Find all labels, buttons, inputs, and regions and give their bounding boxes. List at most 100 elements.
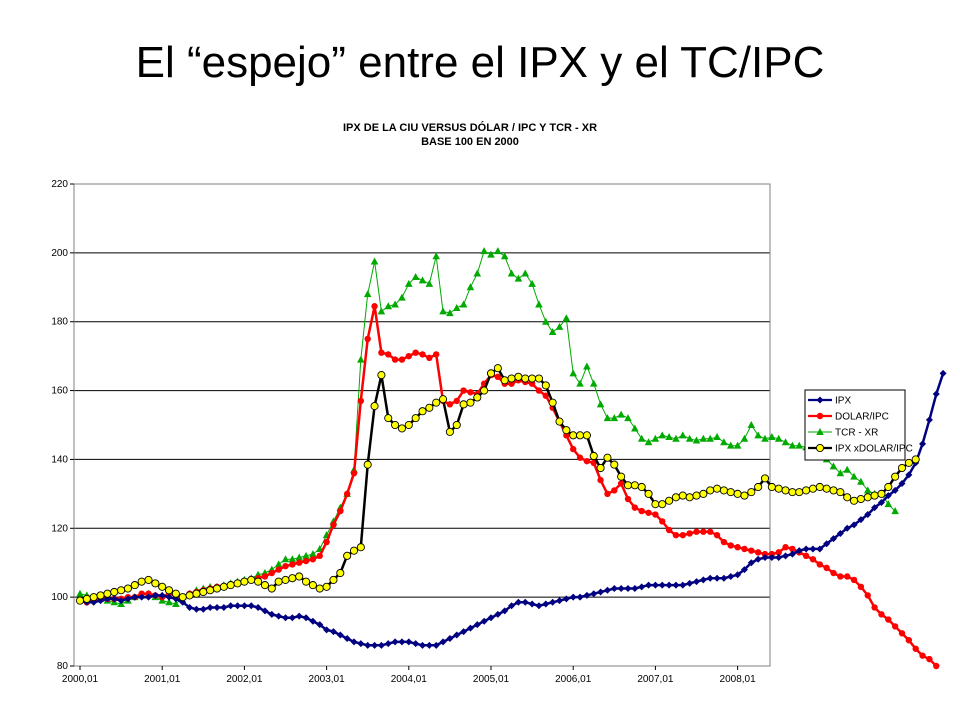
- data-point: [576, 379, 584, 387]
- data-point: [569, 593, 577, 601]
- y-tick-label: 120: [51, 523, 68, 534]
- data-point: [356, 543, 365, 552]
- data-point: [837, 573, 844, 580]
- data-point: [707, 528, 714, 535]
- data-point: [494, 247, 502, 255]
- x-axis: 2000,01 2001,01 2002,01 2003,01 2004,01 2005,…: [62, 666, 756, 685]
- data-point: [363, 290, 372, 298]
- data-point: [610, 460, 619, 469]
- data-point: [480, 617, 488, 625]
- data-point: [692, 491, 701, 500]
- x-tick-label: 2008,01: [720, 674, 757, 685]
- data-point: [316, 621, 324, 629]
- data-point: [500, 252, 509, 260]
- data-point: [240, 602, 248, 610]
- data-point: [891, 486, 899, 494]
- data-point: [658, 581, 666, 589]
- data-point: [405, 638, 413, 646]
- data-point: [329, 575, 338, 584]
- data-point: [370, 257, 379, 265]
- data-point: [843, 524, 851, 532]
- data-point: [713, 484, 722, 493]
- data-point: [652, 511, 659, 518]
- data-point: [933, 662, 940, 670]
- data-point: [583, 457, 591, 465]
- data-point: [596, 400, 605, 408]
- data-point: [611, 487, 618, 494]
- data-point: [926, 655, 933, 663]
- data-point: [219, 582, 228, 591]
- series-group: [75, 247, 947, 670]
- data-point: [192, 605, 200, 613]
- data-point: [788, 488, 797, 497]
- data-point: [617, 585, 625, 593]
- x-tick-label: 2005,01: [473, 674, 510, 685]
- data-point: [288, 574, 297, 583]
- data-point: [158, 591, 166, 599]
- data-point: [487, 250, 495, 258]
- data-point: [850, 521, 858, 529]
- data-point: [281, 555, 290, 563]
- data-point: [199, 605, 207, 613]
- data-point: [864, 511, 872, 519]
- data-point: [638, 583, 646, 591]
- data-point: [644, 438, 653, 446]
- data-point: [76, 589, 84, 597]
- data-point: [760, 474, 770, 483]
- x-tick-label: 2000,01: [62, 674, 99, 685]
- chart-title: IPX DE LA CIU VERSUS DÓLAR / IPC Y TCR -…: [343, 121, 597, 134]
- data-point: [460, 628, 468, 636]
- data-point: [473, 621, 481, 629]
- data-point: [891, 507, 899, 515]
- legend-label: DOLAR/IPC: [835, 412, 889, 423]
- data-point: [514, 598, 522, 606]
- data-point: [699, 576, 707, 584]
- data-point: [411, 272, 420, 280]
- data-point: [466, 624, 474, 632]
- data-point: [260, 581, 270, 590]
- data-point: [343, 551, 352, 560]
- y-tick-label: 100: [51, 592, 68, 603]
- data-point: [740, 434, 749, 442]
- data-point: [323, 626, 331, 634]
- data-point: [734, 571, 742, 579]
- data-point: [357, 355, 365, 363]
- y-axis: 80 100 120 140 160 180 200 220: [51, 179, 74, 672]
- data-point: [397, 424, 407, 433]
- data-point: [754, 482, 763, 492]
- data-point: [829, 486, 838, 495]
- data-point: [192, 589, 201, 598]
- data-point: [856, 494, 865, 504]
- legend-marker: [816, 428, 824, 435]
- data-point: [350, 638, 358, 646]
- data-point: [363, 460, 372, 469]
- data-point: [871, 604, 878, 611]
- data-point: [309, 617, 317, 625]
- data-point: [925, 416, 933, 424]
- data-point: [137, 577, 146, 586]
- data-point: [576, 593, 584, 601]
- data-point: [679, 531, 686, 539]
- data-point: [904, 458, 913, 467]
- data-point: [282, 614, 289, 622]
- data-point: [178, 593, 187, 602]
- y-tick-label: 160: [51, 386, 68, 397]
- data-point: [220, 603, 228, 611]
- data-point: [672, 531, 680, 539]
- data-point: [713, 574, 721, 582]
- data-point: [850, 472, 858, 480]
- data-point: [521, 598, 529, 606]
- data-point: [268, 569, 275, 577]
- x-tick-label: 2004,01: [391, 674, 428, 685]
- data-point: [630, 481, 639, 490]
- data-point: [898, 630, 906, 637]
- series-ipx: [76, 369, 947, 649]
- data-point: [768, 433, 776, 441]
- data-point: [164, 586, 174, 595]
- data-point: [686, 579, 694, 587]
- y-tick-label: 140: [51, 454, 68, 465]
- data-point: [459, 300, 468, 308]
- data-point: [330, 521, 337, 529]
- data-point: [912, 645, 919, 652]
